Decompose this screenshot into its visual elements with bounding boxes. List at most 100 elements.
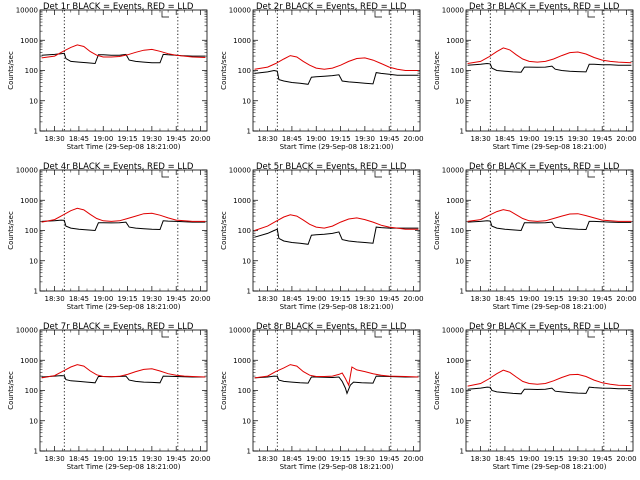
y-tick-label: 1000: [446, 357, 464, 365]
y-axis-label: Counts/sec: [7, 51, 15, 90]
y-tick-label: 10: [29, 417, 38, 425]
panel-title: Det 5r BLACK = Events, RED = LLD: [256, 162, 407, 172]
y-tick-label: 10: [29, 257, 38, 265]
y-tick-label: 1000: [20, 37, 38, 45]
y-tick-label: 100: [451, 227, 464, 235]
x-axis-label: Start Time (29-Sep-08 18:21:00): [67, 143, 181, 151]
x-tick-label: 18:45: [495, 295, 515, 303]
y-axis-label: Counts/sec: [433, 51, 441, 90]
y-axis-label: Counts/sec: [220, 211, 228, 250]
y-tick-label: 100: [238, 387, 251, 395]
series-line-events: [467, 220, 632, 232]
x-tick-label: 18:30: [470, 135, 490, 143]
series-line-lld: [254, 364, 419, 387]
x-tick-label: 19:00: [93, 135, 113, 143]
x-tick-label: 18:45: [282, 455, 302, 463]
x-tick-label: 18:45: [282, 295, 302, 303]
y-tick-label: 100: [25, 67, 38, 75]
x-tick-label: 20:00: [616, 455, 636, 463]
x-tick-label: 19:15: [543, 135, 563, 143]
y-tick-label: 10: [29, 97, 38, 105]
panel-title: Det 7r BLACK = Events, RED = LLD: [43, 322, 194, 332]
x-tick-label: 18:45: [495, 455, 515, 463]
x-tick-label: 19:15: [117, 455, 137, 463]
x-tick-label: 18:30: [44, 135, 64, 143]
panel-title: Det 6r BLACK = Events, RED = LLD: [469, 162, 620, 172]
plot-frame: [465, 169, 634, 292]
x-tick-label: 18:30: [44, 295, 64, 303]
x-tick-label: 20:00: [403, 295, 423, 303]
top-marker: [161, 11, 169, 18]
y-tick-label: 100: [238, 67, 251, 75]
x-tick-label: 19:00: [93, 455, 113, 463]
top-marker: [587, 171, 595, 178]
x-tick-label: 19:45: [592, 295, 612, 303]
x-tick-label: 18:30: [470, 455, 490, 463]
x-tick-label: 19:30: [142, 295, 162, 303]
y-tick-label: 10000: [16, 167, 38, 175]
x-tick-label: 19:00: [93, 295, 113, 303]
x-tick-label: 20:00: [190, 455, 210, 463]
x-tick-label: 20:00: [190, 135, 210, 143]
x-axis-label: Start Time (29-Sep-08 18:21:00): [280, 143, 394, 151]
y-tick-label: 10000: [229, 167, 251, 175]
x-tick-label: 18:45: [495, 135, 515, 143]
x-axis-label: Start Time (29-Sep-08 18:21:00): [280, 463, 394, 471]
plot-frame: [39, 169, 208, 292]
x-tick-label: 18:45: [282, 135, 302, 143]
y-axis-label: Counts/sec: [433, 211, 441, 250]
y-tick-label: 1: [460, 128, 464, 136]
x-tick-label: 20:00: [190, 295, 210, 303]
chart-panel-det-4: Det 4r BLACK = Events, RED = LLD 1 10 100 10…: [7, 162, 211, 311]
panel-title: Det 2r BLACK = Events, RED = LLD: [256, 2, 407, 12]
series-line-events: [254, 69, 419, 85]
x-axis-label: Start Time (29-Sep-08 18:21:00): [493, 143, 607, 151]
x-axis-label: Start Time (29-Sep-08 18:21:00): [67, 303, 181, 311]
y-tick-label: 100: [25, 387, 38, 395]
x-tick-label: 18:45: [69, 455, 89, 463]
x-tick-label: 19:00: [306, 295, 326, 303]
chart-panel-det-8: Det 8r BLACK = Events, RED = LLD 1 10 100 10…: [220, 322, 424, 471]
x-tick-label: 19:00: [519, 135, 539, 143]
plot-frame: [39, 9, 208, 132]
y-tick-label: 10000: [229, 327, 251, 335]
x-tick-label: 20:00: [616, 135, 636, 143]
x-tick-label: 19:15: [330, 135, 350, 143]
y-tick-label: 1000: [446, 37, 464, 45]
x-tick-label: 19:15: [330, 295, 350, 303]
x-tick-label: 20:00: [403, 455, 423, 463]
x-tick-label: 19:15: [117, 295, 137, 303]
x-axis-label: Start Time (29-Sep-08 18:21:00): [493, 463, 607, 471]
y-tick-label: 1: [460, 448, 464, 456]
x-tick-label: 18:30: [44, 455, 64, 463]
x-tick-label: 19:00: [519, 295, 539, 303]
y-tick-label: 1: [34, 128, 38, 136]
chart-panel-det-1: Det 1r BLACK = Events, RED = LLD 1 10 100 10…: [7, 2, 211, 151]
y-tick-label: 10: [455, 257, 464, 265]
y-tick-label: 100: [25, 227, 38, 235]
panel-title: Det 3r BLACK = Events, RED = LLD: [469, 2, 620, 12]
x-tick-label: 18:30: [257, 135, 277, 143]
y-tick-label: 10000: [442, 167, 464, 175]
y-tick-label: 1000: [20, 197, 38, 205]
series-line-lld: [467, 369, 632, 387]
y-tick-label: 1000: [20, 357, 38, 365]
x-tick-label: 19:45: [379, 455, 399, 463]
x-tick-label: 19:45: [166, 135, 186, 143]
x-tick-label: 19:30: [355, 135, 375, 143]
x-tick-label: 19:45: [379, 135, 399, 143]
x-tick-label: 19:30: [568, 455, 588, 463]
x-tick-label: 19:45: [166, 455, 186, 463]
y-tick-label: 10: [242, 417, 251, 425]
panel-title: Det 4r BLACK = Events, RED = LLD: [43, 162, 194, 172]
series-line-events: [41, 219, 206, 232]
y-tick-label: 10000: [16, 7, 38, 15]
y-axis-label: Counts/sec: [433, 371, 441, 410]
x-axis-label: Start Time (29-Sep-08 18:21:00): [280, 303, 394, 311]
y-tick-label: 10: [242, 257, 251, 265]
y-tick-label: 100: [238, 227, 251, 235]
top-marker: [374, 11, 382, 18]
y-tick-label: 1: [247, 288, 251, 296]
x-tick-label: 19:45: [379, 295, 399, 303]
series-line-events: [467, 386, 632, 395]
